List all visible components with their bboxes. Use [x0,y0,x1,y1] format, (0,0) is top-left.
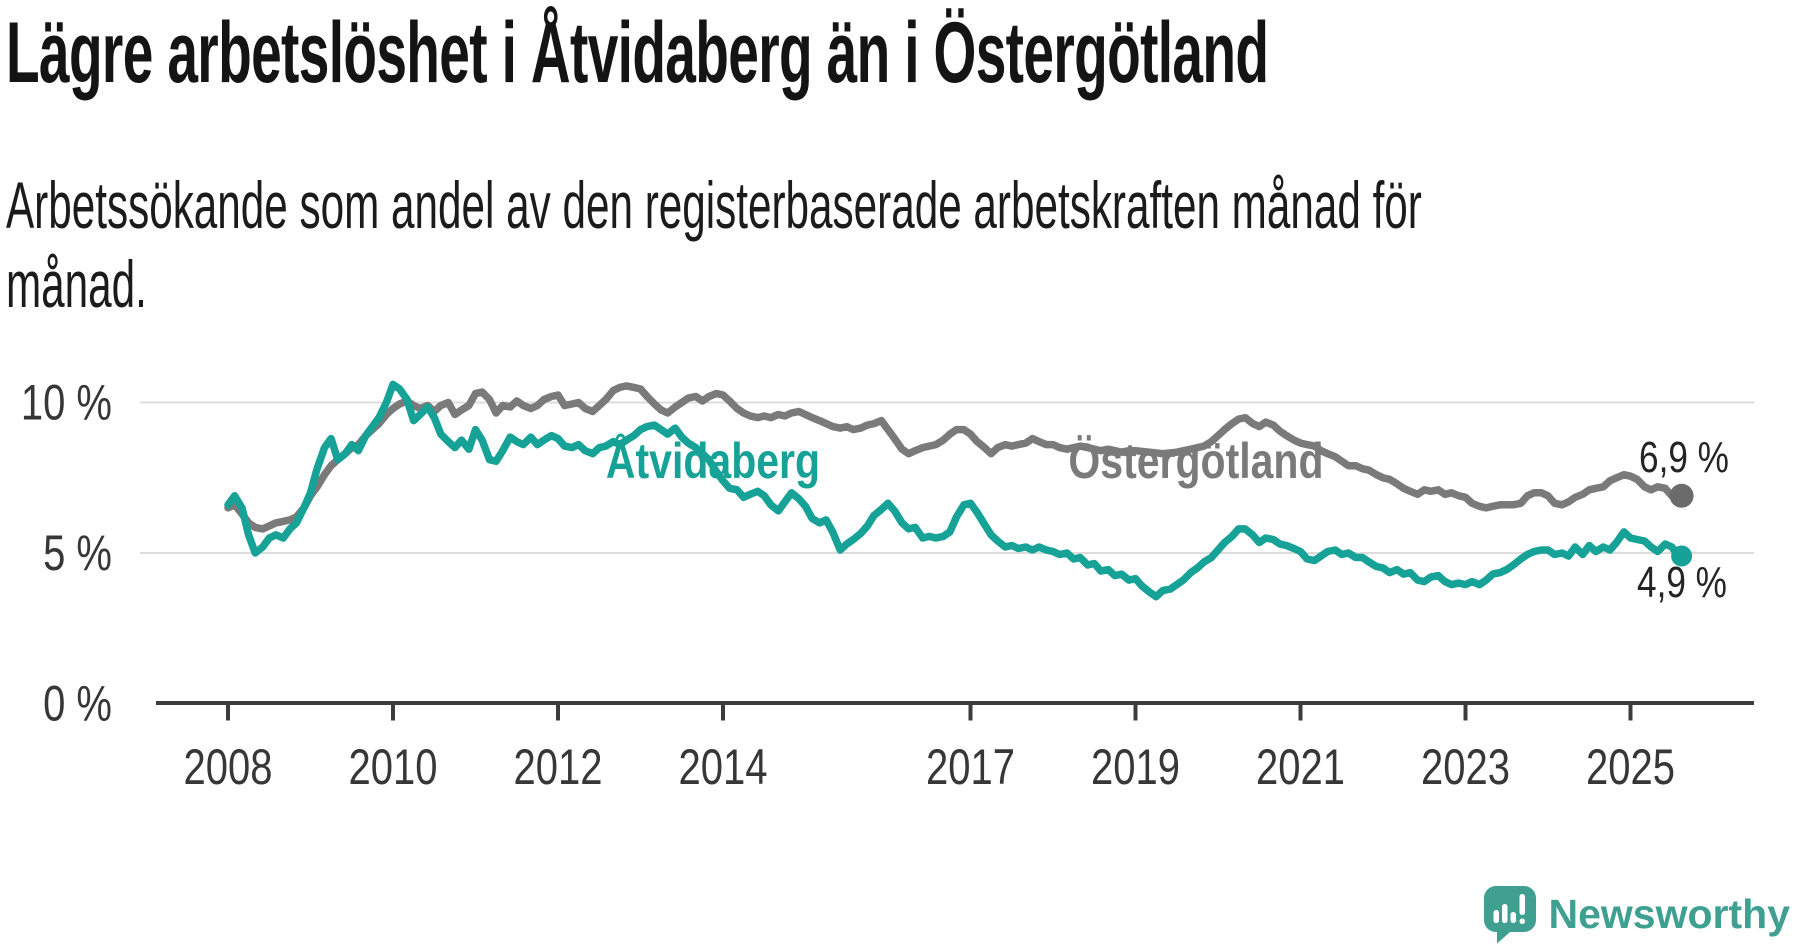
y-tick-label: 5 % [43,525,112,581]
x-tick-label: 2023 [1421,739,1510,795]
y-tick-label: 10 % [21,374,112,430]
logo-bar-2 [1501,904,1507,923]
x-tick-label: 2025 [1586,739,1675,795]
chart-title: Lägre arbetslöshet i Åtvidaberg än i Öst… [6,5,1269,101]
logo-exclamation-dot [1519,918,1525,924]
x-tick-label: 2021 [1256,739,1345,795]
series-line-ostergotland [224,382,1686,533]
x-tick-label: 2014 [679,739,768,795]
chart-subtitle-line-2: månad. [6,247,147,321]
newsworthy-wordmark: Newsworthy [1548,890,1791,937]
logo-bar-3 [1510,912,1516,923]
logo-bar-1 [1493,910,1499,923]
chart-subtitle-line-1: Arbetssökande som andel av den registerb… [6,168,1422,242]
series-end-dot-atvidaberg [1671,545,1693,567]
end-value-label-atvidaberg: 4,9 % [1637,558,1727,607]
series-label-ostergotland: Östergötland [1068,433,1323,489]
x-tick-label: 2010 [349,739,438,795]
x-tick-label: 2019 [1091,739,1180,795]
y-tick-label: 0 % [43,675,112,731]
x-tick-label: 2017 [926,739,1015,795]
newsworthy-icon [1483,886,1536,944]
series-end-dot-ostergotland [1669,483,1694,508]
end-value-label-ostergotland: 6,9 % [1639,433,1729,482]
chart-subtitle: Arbetssökande som andel av den registerb… [6,166,1422,324]
logo-exclamation-bar [1519,894,1525,915]
x-tick-label: 2008 [184,739,273,795]
series-label-atvidaberg: Åtvidaberg [606,433,820,489]
newsworthy-logo: Newsworthy [1483,884,1791,944]
series-line-atvidaberg [224,380,1686,601]
x-tick-label: 2012 [514,739,603,795]
